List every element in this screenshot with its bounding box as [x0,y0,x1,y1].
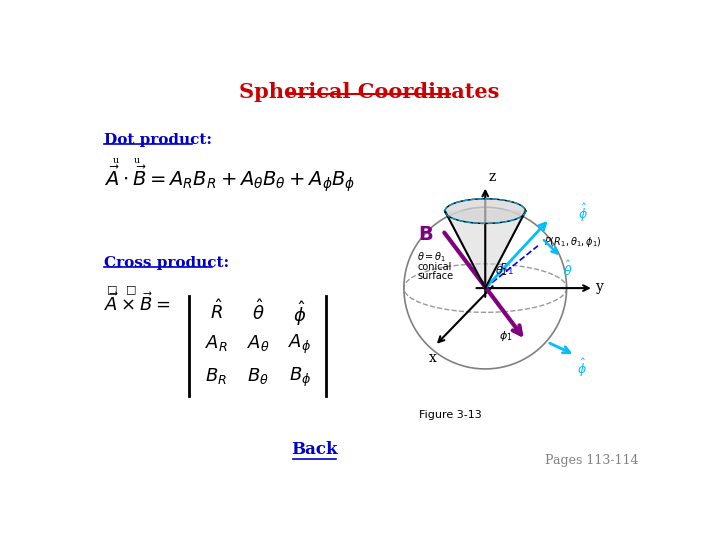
Text: u: u [133,156,140,165]
Text: Back: Back [292,441,338,457]
Text: $\hat{\phi}$: $\hat{\phi}$ [577,357,587,380]
Text: conical: conical [417,261,451,272]
Text: $\theta_1$: $\theta_1$ [495,264,508,278]
Text: Spherical Coordinates: Spherical Coordinates [239,82,499,102]
Text: u: u [113,156,120,165]
Text: $\hat{R}$: $\hat{R}$ [210,300,222,323]
Text: $A_R$: $A_R$ [205,333,228,353]
Text: surface: surface [417,271,453,281]
Text: $\hat{\phi}$: $\hat{\phi}$ [578,202,588,225]
Text: $\hat{\theta}$: $\hat{\theta}$ [252,300,264,325]
Text: B: B [418,225,433,244]
Text: $\hat{\theta}$: $\hat{\theta}$ [563,260,572,279]
Text: $\vec{A} \times \vec{B} =$: $\vec{A} \times \vec{B} =$ [104,292,171,315]
Text: $\theta = \theta_1$: $\theta = \theta_1$ [417,251,446,264]
Text: $B_R$: $B_R$ [205,366,228,386]
Text: $\phi_1$: $\phi_1$ [499,329,513,343]
Text: z: z [488,170,495,184]
Text: x: x [428,351,436,365]
Polygon shape [445,199,526,224]
Text: □: □ [126,284,136,294]
Text: $R_1$: $R_1$ [499,262,515,277]
Text: Cross product:: Cross product: [104,256,229,270]
Text: $P(R_1, \theta_1, \phi_1)$: $P(R_1, \theta_1, \phi_1)$ [544,235,602,249]
Text: $A_\theta$: $A_\theta$ [247,333,269,353]
Text: $B_\phi$: $B_\phi$ [289,366,311,389]
Text: Dot product:: Dot product: [104,132,212,146]
Text: $\vec{A} \cdot \vec{B} = A_R B_R + A_\theta B_\theta + A_\phi B_\phi$: $\vec{A} \cdot \vec{B} = A_R B_R + A_\th… [104,164,356,194]
Polygon shape [445,211,526,288]
Text: □: □ [107,284,117,294]
Text: $B_\theta$: $B_\theta$ [247,366,269,386]
Text: y: y [596,280,604,294]
Text: Figure 3-13: Figure 3-13 [419,410,482,420]
Text: $A_\phi$: $A_\phi$ [289,333,312,356]
Text: $\hat{\phi}$: $\hat{\phi}$ [293,300,307,328]
Text: Pages 113-114: Pages 113-114 [545,454,639,467]
